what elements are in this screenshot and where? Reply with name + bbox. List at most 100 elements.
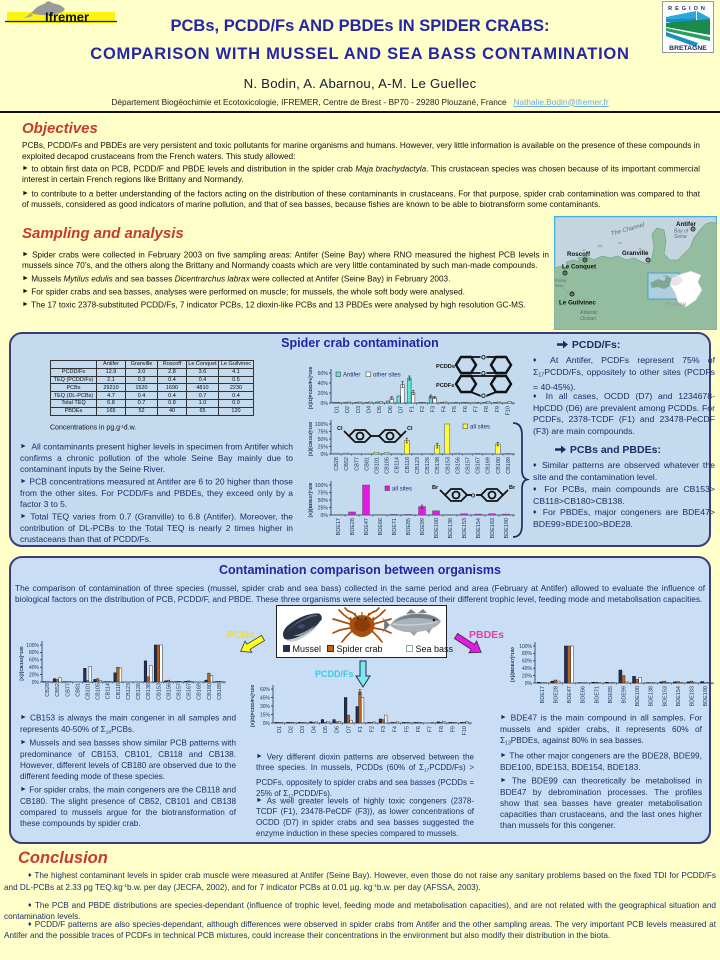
svg-text:F3: F3: [381, 726, 387, 732]
svg-text:CB101: CB101: [86, 683, 92, 700]
svg-text:20%: 20%: [522, 673, 533, 679]
svg-text:Roscoff: Roscoff: [567, 251, 591, 258]
svg-text:D7: D7: [399, 406, 405, 413]
svg-text:BDE99: BDE99: [420, 518, 426, 535]
svg-text:CB180: CB180: [496, 457, 502, 474]
svg-text:CB169: CB169: [197, 683, 203, 700]
svg-text:60%: 60%: [522, 659, 533, 665]
svg-text:Br: Br: [509, 485, 516, 491]
svg-text:20%: 20%: [29, 672, 40, 678]
svg-text:60%: 60%: [260, 687, 271, 693]
svg-text:60%: 60%: [29, 658, 40, 664]
svg-text:all sites: all sites: [392, 487, 412, 493]
svg-text:BDE154: BDE154: [676, 686, 682, 707]
svg-text:Ocean: Ocean: [580, 316, 596, 322]
svg-text:F5: F5: [404, 726, 410, 732]
svg-text:F1: F1: [409, 406, 415, 412]
svg-text:CB123: CB123: [415, 457, 421, 474]
svg-text:CB114: CB114: [395, 457, 401, 473]
svg-text:CB157: CB157: [177, 683, 183, 700]
svg-text:F8: F8: [439, 726, 445, 732]
svg-text:BDE190: BDE190: [504, 518, 510, 539]
svg-text:D4: D4: [367, 406, 373, 413]
svg-text:30%: 30%: [260, 704, 271, 710]
svg-text:CB105: CB105: [385, 457, 391, 474]
svg-text:40%: 40%: [318, 381, 329, 387]
svg-text:CB118: CB118: [116, 683, 122, 699]
svg-text:100%: 100%: [26, 643, 39, 649]
svg-text:F9: F9: [495, 406, 501, 412]
svg-text:D4: D4: [312, 726, 318, 733]
svg-text:CB81: CB81: [75, 683, 81, 697]
svg-text:CB189: CB189: [217, 683, 223, 700]
svg-text:CB156: CB156: [455, 457, 461, 474]
svg-text:BDE85: BDE85: [406, 518, 412, 535]
svg-text:CB114: CB114: [106, 683, 112, 699]
svg-text:Atlantic: Atlantic: [579, 310, 598, 316]
svg-text:CB153: CB153: [445, 457, 451, 474]
svg-text:BDE71: BDE71: [392, 518, 398, 535]
svg-text:50%: 50%: [318, 437, 329, 443]
svg-text:0%: 0%: [321, 401, 329, 407]
svg-text:BDE154: BDE154: [476, 518, 482, 539]
svg-text:F8: F8: [484, 406, 490, 412]
svg-text:other sites: other sites: [373, 373, 401, 379]
svg-text:BDE71: BDE71: [594, 686, 600, 703]
svg-text:CB138: CB138: [435, 457, 441, 474]
svg-text:D2: D2: [288, 726, 294, 733]
svg-text:CB77: CB77: [354, 457, 360, 471]
svg-text:Antifer: Antifer: [676, 221, 697, 228]
svg-text:CB118: CB118: [405, 457, 411, 473]
svg-text:75%: 75%: [318, 490, 329, 496]
svg-text:[X]/[BDE47]*100: [X]/[BDE47]*100: [510, 647, 515, 682]
svg-text:F6: F6: [463, 406, 469, 412]
svg-text:[X]/Σ[PCDD/Fs]*100: [X]/Σ[PCDD/Fs]*100: [308, 366, 313, 409]
svg-text:D5: D5: [323, 726, 329, 733]
svg-text:F4: F4: [393, 726, 399, 732]
svg-text:BDE28: BDE28: [553, 686, 559, 703]
svg-text:BDE85: BDE85: [608, 686, 614, 703]
svg-text:CB138: CB138: [146, 683, 152, 700]
svg-text:0%: 0%: [525, 681, 533, 687]
svg-text:CB126: CB126: [136, 683, 142, 700]
svg-text:45%: 45%: [260, 695, 271, 701]
svg-text:100%: 100%: [519, 644, 532, 650]
svg-text:CB180: CB180: [207, 683, 213, 700]
svg-text:F2: F2: [420, 406, 426, 412]
svg-text:100%: 100%: [315, 422, 329, 428]
svg-text:BDE183: BDE183: [490, 518, 496, 539]
svg-text:40%: 40%: [29, 665, 40, 671]
svg-text:BRETAGNE: BRETAGNE: [669, 45, 707, 52]
svg-text:D1: D1: [334, 406, 340, 413]
svg-text:CB153: CB153: [156, 683, 162, 700]
svg-text:F3: F3: [431, 406, 437, 412]
svg-text:F4: F4: [441, 406, 447, 412]
svg-text:F2: F2: [370, 726, 376, 732]
svg-text:0%: 0%: [321, 513, 329, 519]
svg-text:50%: 50%: [318, 498, 329, 504]
svg-text:80%: 80%: [522, 651, 533, 657]
svg-text:CB167: CB167: [187, 683, 193, 700]
svg-text:BDE100: BDE100: [434, 518, 440, 539]
svg-text:D2: D2: [345, 406, 351, 413]
svg-text:REGION: REGION: [668, 6, 708, 12]
svg-text:CB52: CB52: [344, 457, 350, 471]
svg-text:F10: F10: [462, 726, 468, 735]
svg-text:0%: 0%: [32, 680, 40, 686]
svg-text:F10: F10: [506, 406, 512, 415]
svg-text:[X]/Σ[PCDD/Fs]*100: [X]/Σ[PCDD/Fs]*100: [250, 684, 255, 727]
svg-text:BDE138: BDE138: [649, 686, 655, 707]
svg-text:F1: F1: [358, 726, 364, 732]
svg-text:100%: 100%: [315, 483, 329, 489]
svg-text:25%: 25%: [318, 444, 329, 450]
svg-text:F6: F6: [416, 726, 422, 732]
svg-text:BDE66: BDE66: [378, 518, 384, 535]
svg-text:Br: Br: [432, 485, 439, 491]
svg-text:BDE153: BDE153: [662, 686, 668, 707]
svg-text:CB101: CB101: [375, 457, 381, 474]
svg-text:BDE153: BDE153: [462, 518, 468, 539]
svg-text:BDE17: BDE17: [540, 686, 546, 703]
svg-text:75%: 75%: [318, 429, 329, 435]
svg-text:0%: 0%: [263, 721, 271, 727]
svg-text:France: France: [666, 301, 687, 308]
